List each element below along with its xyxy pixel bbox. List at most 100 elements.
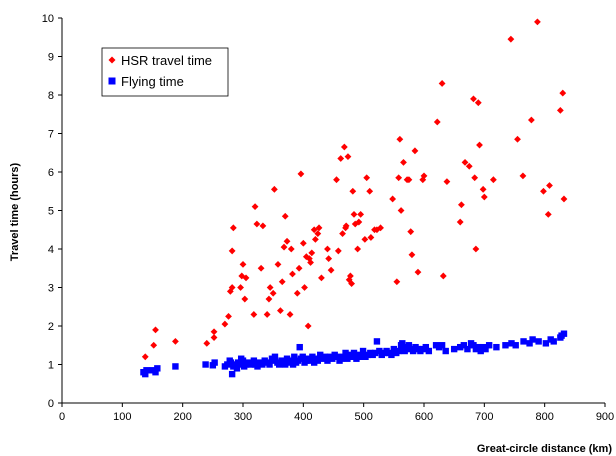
flying-data-point xyxy=(307,357,314,364)
flying-data-point xyxy=(508,340,515,347)
hsr-data-point xyxy=(265,295,273,303)
flying-data-point xyxy=(457,343,464,351)
hsr-data-point xyxy=(472,245,480,253)
flying-data-point xyxy=(529,336,536,343)
hsr-data-point xyxy=(560,195,568,203)
flying-data-point xyxy=(143,367,150,374)
flying-data-point xyxy=(388,351,395,359)
flying-data-point xyxy=(353,355,360,362)
x-tick-label: 700 xyxy=(475,411,493,423)
hsr-data-point xyxy=(395,174,403,182)
hsr-data-point xyxy=(312,235,319,243)
x-tick-label: 800 xyxy=(535,411,553,423)
y-tick-label: 4 xyxy=(48,244,54,256)
flying-data-point xyxy=(512,342,519,349)
legend-hsr-marker xyxy=(108,56,116,64)
series-flying-time xyxy=(140,330,568,378)
flying-data-point xyxy=(371,349,379,357)
flying-data-point xyxy=(520,338,527,345)
hsr-data-point xyxy=(318,274,325,282)
flying-data-point xyxy=(342,349,349,357)
hsr-data-point xyxy=(414,268,422,276)
hsr-data-point xyxy=(411,147,419,155)
flying-data-point xyxy=(172,363,179,370)
hsr-data-point xyxy=(334,247,342,255)
hsr-data-point xyxy=(228,247,236,255)
x-tick-label: 300 xyxy=(234,411,252,423)
hsr-data-point xyxy=(203,339,211,347)
flying-data-point xyxy=(399,340,406,347)
y-tick-label: 0 xyxy=(48,398,54,410)
hsr-data-point xyxy=(325,255,333,263)
hsr-data-point xyxy=(470,95,477,103)
hsr-data-point xyxy=(210,334,218,341)
y-tick-label: 1 xyxy=(48,360,54,372)
hsr-data-point xyxy=(315,224,323,232)
hsr-data-point xyxy=(210,328,218,336)
flying-data-point xyxy=(239,357,247,364)
hsr-data-point xyxy=(324,245,331,253)
flying-data-point xyxy=(502,342,509,349)
flying-data-point xyxy=(409,347,417,355)
hsr-data-point xyxy=(342,222,350,230)
hsr-data-point xyxy=(297,170,305,178)
flying-data-point xyxy=(317,351,324,359)
hsr-data-point xyxy=(242,274,250,282)
flying-data-point xyxy=(422,343,430,351)
hsr-data-point xyxy=(456,218,464,226)
hsr-data-point xyxy=(389,195,397,203)
hsr-data-point xyxy=(266,284,274,291)
y-tick-label: 9 xyxy=(48,52,54,64)
flying-data-point xyxy=(550,338,557,345)
flying-data-point xyxy=(395,347,402,355)
flying-data-point xyxy=(310,359,318,366)
hsr-data-point xyxy=(405,176,413,184)
hsr-data-point xyxy=(278,278,286,286)
flying-data-point xyxy=(309,353,316,360)
hsr-data-point xyxy=(253,220,261,228)
hsr-data-point xyxy=(263,311,271,318)
flying-data-point xyxy=(233,365,241,372)
hsr-data-point xyxy=(519,172,527,180)
y-tick-label: 10 xyxy=(42,13,54,25)
flying-data-point xyxy=(460,342,468,349)
y-axis-title: Travel time (hours) xyxy=(9,162,21,261)
hsr-data-point xyxy=(299,239,307,247)
hsr-data-point xyxy=(540,187,547,195)
x-tick-label: 0 xyxy=(59,411,65,423)
hsr-data-point xyxy=(301,284,308,291)
flying-data-point xyxy=(373,338,381,345)
hsr-data-point xyxy=(307,259,314,266)
axes: 0 100 200 300 400 500 600 700 800 900 0 1 2 3 4 5 6 7 8 9 1… xyxy=(42,13,614,423)
hsr-data-point xyxy=(355,218,363,226)
flying-data-point xyxy=(339,353,347,360)
hsr-data-point xyxy=(286,311,294,318)
flying-data-point xyxy=(254,363,261,370)
hsr-data-point xyxy=(152,326,159,334)
hsr-data-point xyxy=(476,141,483,149)
flying-data-point xyxy=(425,347,433,355)
flying-data-point xyxy=(202,361,209,368)
y-tick-label: 2 xyxy=(48,321,54,333)
flying-data-point xyxy=(321,353,329,360)
hsr-data-point xyxy=(339,230,346,237)
flying-data-point xyxy=(475,343,482,351)
flying-data-point xyxy=(269,357,277,364)
flying-data-point xyxy=(359,347,367,355)
hsr-data-point xyxy=(438,80,446,87)
legend-box xyxy=(101,47,229,97)
flying-data-point xyxy=(485,342,493,349)
hsr-data-point xyxy=(420,172,428,180)
hsr-data-point xyxy=(270,185,278,193)
hsr-data-point xyxy=(237,284,244,291)
y-tick-label: 3 xyxy=(48,283,54,295)
hsr-data-point xyxy=(251,203,259,211)
legend-hsr-label: HSR travel time xyxy=(121,53,212,68)
flying-data-point xyxy=(154,365,161,372)
flying-data-point xyxy=(344,355,351,362)
hsr-data-point xyxy=(534,18,541,26)
hsr-data-point xyxy=(357,210,365,218)
flying-data-point xyxy=(236,361,244,368)
hsr-data-point xyxy=(241,295,249,303)
